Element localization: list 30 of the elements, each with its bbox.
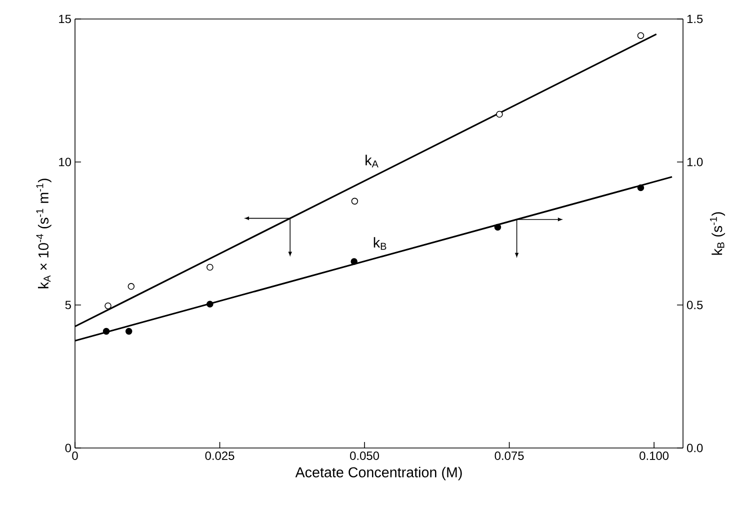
point [125,328,132,335]
text: k$_{A}$ × 10$^{-4}$ (s$^{-1}$ m$^{-1}$) [36,178,52,288]
point [206,264,214,271]
y2-tick-label: 0.5 [686,300,703,310]
y2-tick-label: 0.0 [686,444,703,452]
x-tick-label: 0.075 [494,452,524,460]
y-tick-label: 10 [59,158,72,166]
y-tick-label: 5 [65,300,71,310]
point [637,32,644,39]
series-label: k$_{A}$ [366,154,378,168]
x-axis-title: Acetate Concentration (M) [295,466,462,480]
x-tick-label: 0.100 [640,452,669,460]
y-tick-label: 0 [65,444,72,452]
point [206,300,214,308]
x-tick-label: 0.050 [350,452,380,460]
x-tick-label: 0 [72,452,78,460]
point [494,224,502,231]
point [637,184,644,192]
y2-tick-label: 1.0 [687,158,703,166]
point [496,110,503,118]
point [104,302,112,310]
y-tick-label: 15 [59,14,71,24]
point [128,283,135,290]
point [350,258,358,265]
x-tick-label: 0.025 [205,452,234,460]
y2-tick-label: 1.5 [687,14,703,24]
y2-axis-title: k$_{B}$ (s$^{-1}$) [710,212,726,255]
series-label: k$_{B}$ [374,237,386,250]
point [102,328,110,335]
point [351,198,358,205]
